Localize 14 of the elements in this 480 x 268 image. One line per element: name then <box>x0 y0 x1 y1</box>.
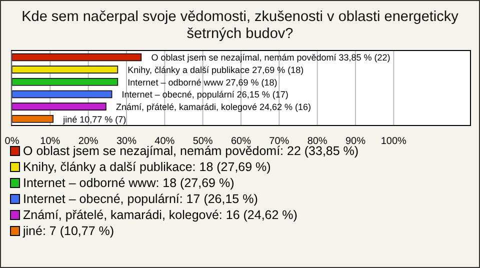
legend-label: Internet – odborné www: 18 (27,69 %) <box>23 176 234 190</box>
legend-label: Internet – obecné, populární: 17 (26,15 %) <box>23 192 258 206</box>
legend-label: Známí, přátelé, kamarádi, kolegové: 16 (24,62 %) <box>23 208 298 222</box>
data-label: Internet – odborné www 27,69 % (18) <box>128 77 278 88</box>
data-label: jiné 10,77 % (7) <box>62 114 126 124</box>
chart-title: Kde sem načerpal svoje vědomosti, zkušenosti v oblasti energeticky šetrných budov? <box>20 8 460 44</box>
data-label: Knihy, články a další publikace 27,69 % (18) <box>128 65 304 76</box>
data-label: Internet – obecné, populární 26,15 % (17) <box>122 90 288 100</box>
data-label: O oblast jsem se nezajímal, nemám povědomí 33,85 % (22) <box>151 52 390 63</box>
legend-label: Knihy, články a další publikace: 18 (27,69 %) <box>23 160 271 174</box>
x-tick-label: 0% <box>4 136 20 148</box>
legend-label: jiné: 7 (10,77 %) <box>23 224 114 238</box>
x-tick-label: 100% <box>380 136 407 148</box>
data-label: Známí, přátelé, kamarádi, kolegové 24,62 % (16) <box>116 102 312 112</box>
